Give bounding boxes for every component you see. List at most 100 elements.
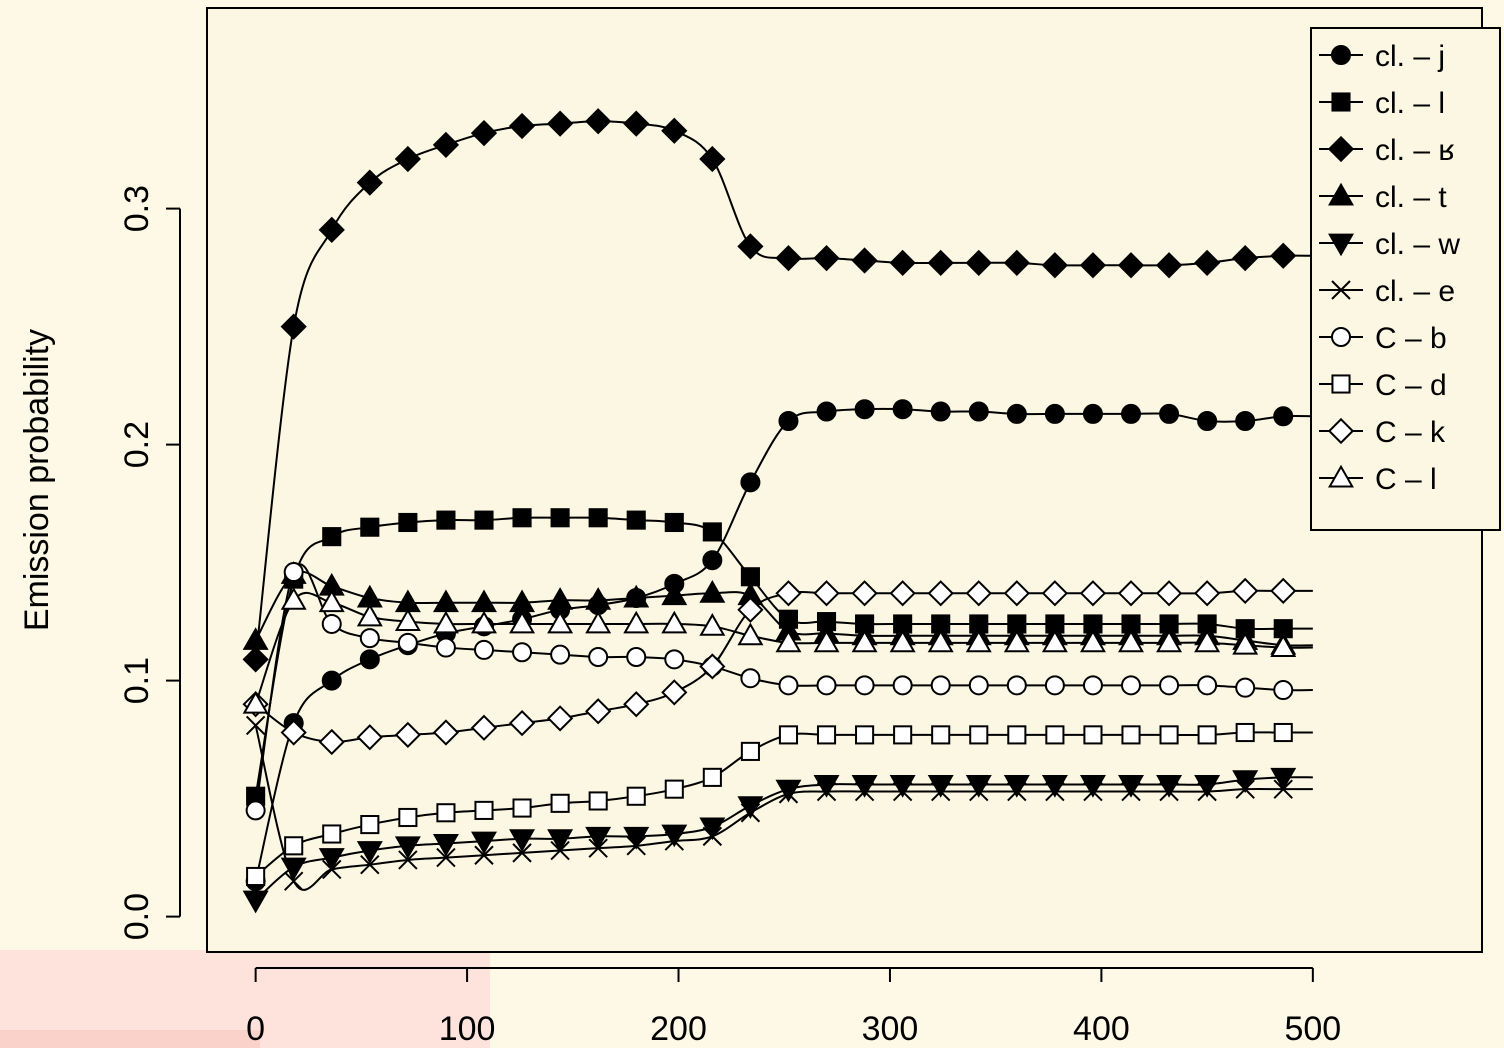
data-point [851, 629, 878, 653]
data-point [778, 675, 799, 696]
marker-stroke [322, 859, 342, 880]
data-point [1235, 779, 1255, 799]
marker-stroke [245, 715, 266, 736]
data-point [588, 647, 609, 667]
series-6 [245, 715, 1313, 891]
data-point [702, 826, 723, 847]
legend-label: cl. – j [1375, 40, 1445, 73]
data-point [778, 725, 799, 745]
legend-box [1310, 27, 1501, 531]
data-point [855, 725, 875, 745]
data-point [775, 580, 802, 607]
data-point [699, 145, 726, 173]
data-point [1270, 767, 1297, 791]
data-point [626, 786, 646, 806]
legend-label: cl. – e [1375, 275, 1455, 308]
y-tick-label: 0.0 [118, 893, 156, 940]
data-point [245, 715, 266, 736]
data-point [702, 767, 722, 787]
legend-marker [1331, 280, 1351, 300]
legend-item: cl. – e [1319, 275, 1455, 308]
data-point [702, 522, 722, 542]
data-point [892, 675, 913, 696]
data-point [965, 580, 992, 607]
data-point [1159, 725, 1179, 745]
legend-item: C – d [1319, 369, 1447, 402]
series-10 [242, 587, 1313, 714]
data-point [283, 871, 304, 891]
data-point [664, 831, 684, 851]
legend: cl. – j cl. – l cl. – ʁ cl. – t cl. – w cl. –… [1310, 27, 1501, 531]
data-point [1270, 577, 1297, 605]
legend-label: C – d [1375, 369, 1447, 402]
data-point [1082, 403, 1103, 424]
data-point [699, 580, 726, 603]
data-point [854, 781, 875, 802]
legend-marker [1331, 45, 1351, 65]
legend-item: cl. – w [1319, 228, 1460, 261]
legend-marker [1331, 374, 1351, 394]
data-point [245, 800, 266, 821]
marker-stroke [474, 845, 494, 865]
data-point [1041, 252, 1068, 279]
data-point [664, 779, 684, 799]
data-point [775, 629, 802, 653]
data-point [930, 781, 951, 802]
marker-stroke [740, 803, 761, 823]
data-point [588, 838, 608, 858]
data-point [816, 675, 837, 696]
marker-stroke [1197, 781, 1217, 802]
data-point [1232, 245, 1259, 272]
data-point [626, 836, 646, 856]
data-point [737, 233, 764, 260]
data-point [473, 639, 494, 660]
data-point [280, 587, 307, 610]
marker-stroke [778, 784, 799, 804]
data-point [318, 848, 345, 871]
data-point [930, 401, 951, 422]
background-blush-dark [0, 1030, 260, 1048]
data-point [968, 675, 989, 696]
data-point [356, 169, 383, 196]
data-point [927, 629, 954, 653]
data-point [775, 245, 802, 272]
data-point [931, 725, 951, 745]
data-point [699, 817, 726, 841]
data-point [588, 508, 608, 528]
data-point [623, 691, 650, 718]
data-point [512, 508, 532, 528]
data-point [1235, 722, 1255, 743]
marker-stroke [969, 781, 989, 802]
data-point [661, 610, 688, 634]
data-point [471, 589, 497, 613]
data-point [436, 847, 456, 868]
data-point [1235, 677, 1256, 698]
series-line [254, 516, 1313, 797]
legend-item: cl. – l [1319, 87, 1445, 120]
data-point [546, 705, 574, 732]
data-point [360, 854, 380, 875]
series-7 [245, 562, 1313, 821]
data-point [1156, 629, 1183, 653]
data-point [778, 411, 799, 431]
marker-stroke [1083, 781, 1103, 802]
data-point [585, 587, 612, 610]
legend-label: C – l [1375, 463, 1437, 496]
data-point [661, 117, 688, 144]
data-point [699, 613, 726, 636]
x-tick-label: 200 [650, 1010, 707, 1048]
data-point [356, 603, 383, 627]
data-point [813, 245, 840, 272]
data-point [435, 637, 456, 658]
data-point [623, 826, 650, 850]
x-tick-label: 100 [439, 1010, 496, 1048]
plot-area-background [207, 8, 1482, 952]
data-point [740, 668, 761, 689]
legend-item: C – b [1319, 322, 1447, 355]
data-point [1044, 675, 1065, 696]
data-point [398, 512, 418, 533]
data-point [356, 841, 383, 864]
data-point [927, 249, 954, 276]
data-point [242, 890, 269, 914]
